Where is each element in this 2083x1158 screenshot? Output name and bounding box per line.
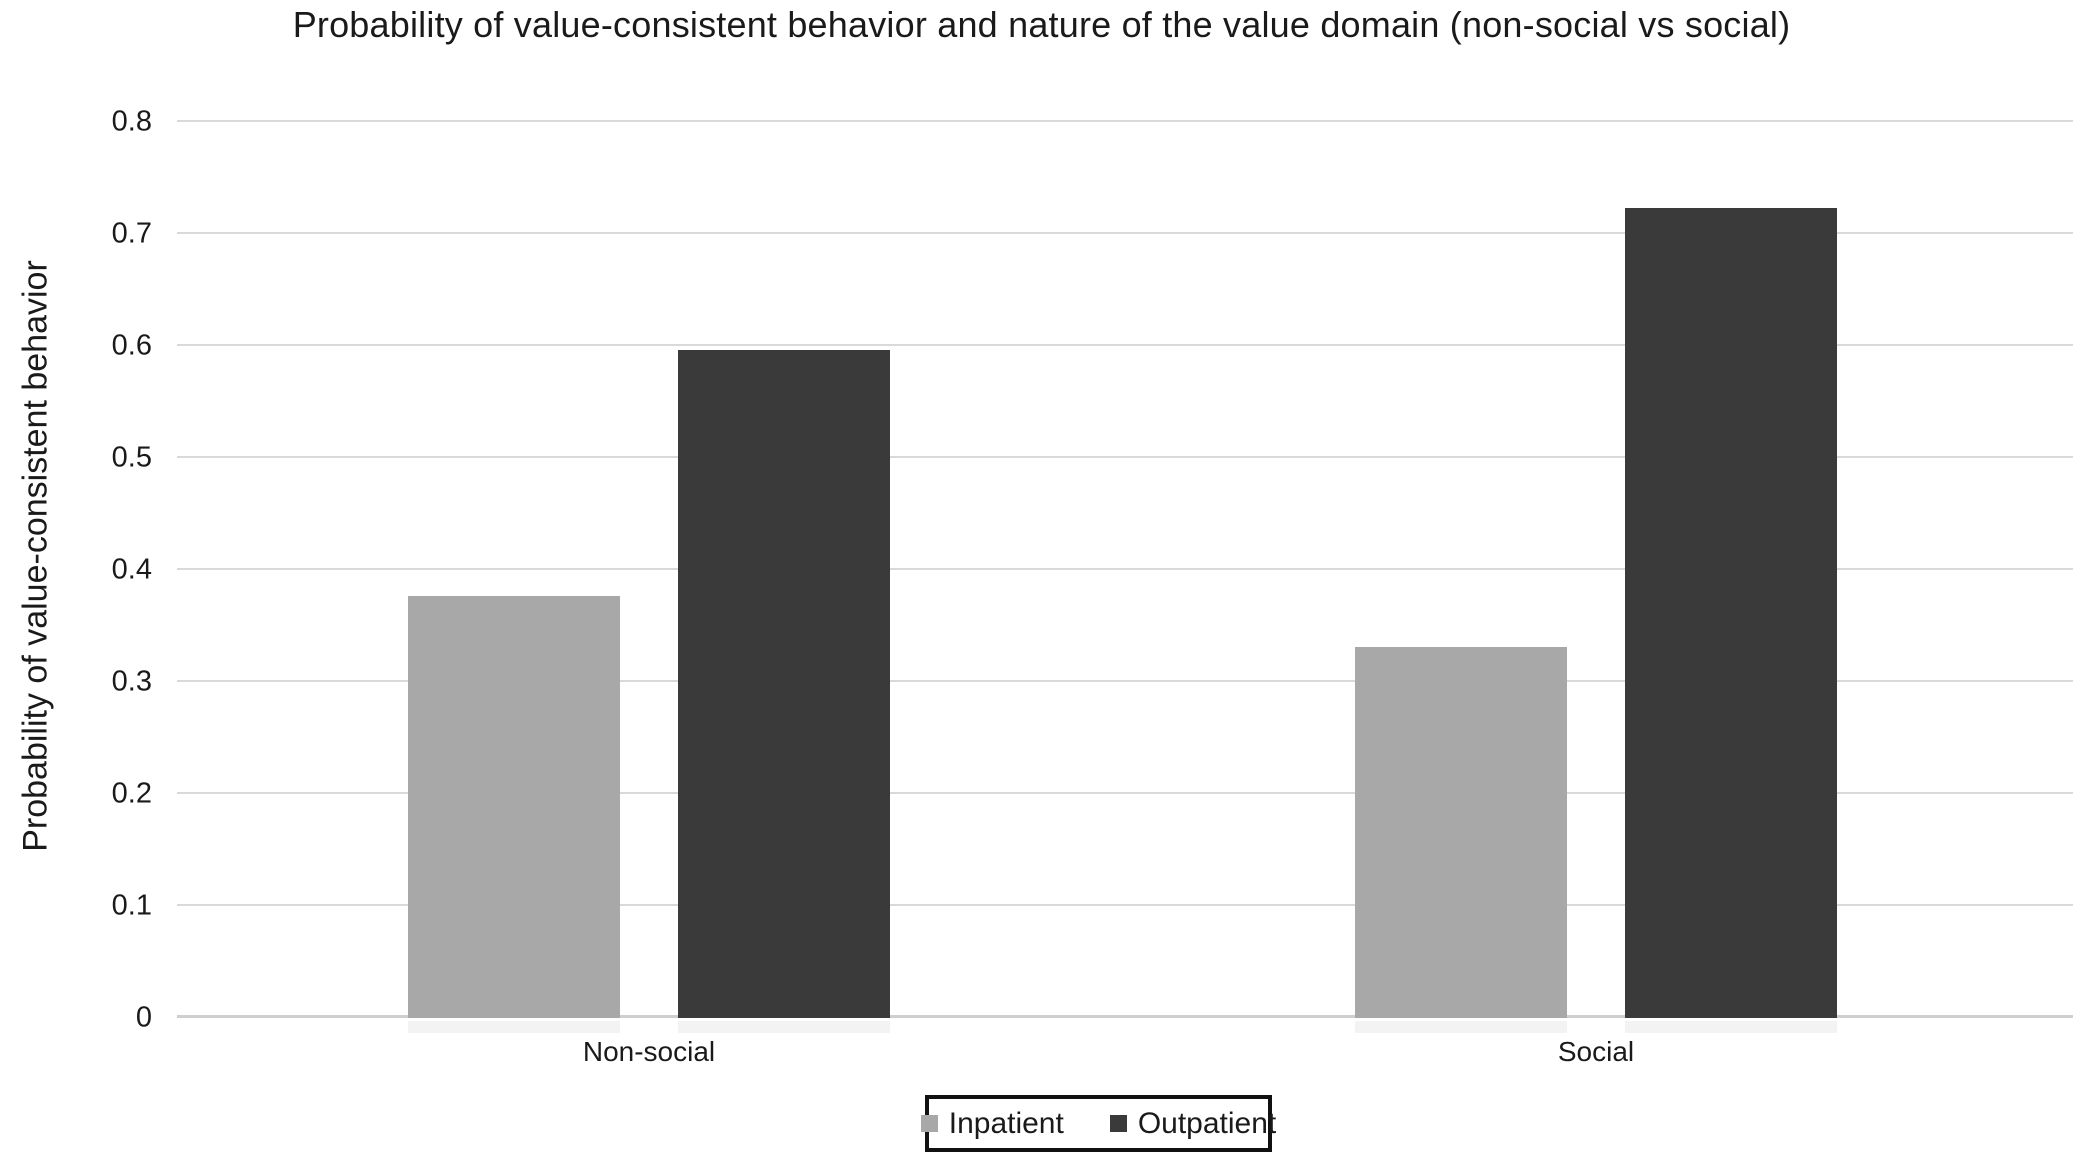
y-tick-label: 0.7 <box>111 217 152 250</box>
gridline <box>177 344 2073 346</box>
y-tick-label: 0.4 <box>111 553 152 586</box>
gridline <box>177 680 2073 682</box>
x-axis-baseline <box>177 1015 2073 1018</box>
y-tick-label: 0.3 <box>111 665 152 698</box>
chart-title: Probability of value-consistent behavior… <box>292 4 1791 45</box>
bar-shadow <box>1355 1021 1567 1033</box>
bar-social-outpatient <box>1625 208 1837 1018</box>
bar-non-social-outpatient <box>678 350 890 1018</box>
legend-item-outpatient: Outpatient <box>1109 1106 1277 1140</box>
x-tick-label: Social <box>1557 1036 1635 1067</box>
bar-shadow <box>678 1021 890 1033</box>
bar-shadow <box>408 1021 620 1033</box>
legend-swatch-icon <box>920 1115 938 1132</box>
y-tick-label: 0.1 <box>111 889 152 922</box>
legend-swatch-icon <box>1109 1115 1127 1132</box>
y-tick-label: 0.5 <box>111 441 152 474</box>
gridline <box>177 568 2073 570</box>
bar-non-social-inpatient <box>408 595 620 1018</box>
legend: Inpatient Outpatient <box>920 1095 1276 1152</box>
x-tick-label: Non-social <box>582 1036 716 1067</box>
bar-shadow <box>1625 1021 1837 1033</box>
gridline <box>177 120 2073 122</box>
y-tick-label: 0 <box>135 1001 152 1034</box>
legend-item-inpatient: Inpatient <box>920 1106 1064 1140</box>
legend-label: Inpatient <box>948 1106 1064 1140</box>
gridline <box>177 792 2073 794</box>
y-tick-label: 0.6 <box>111 329 152 362</box>
legend-label: Outpatient <box>1137 1106 1277 1140</box>
gridline <box>177 904 2073 906</box>
gridline <box>177 232 2073 234</box>
bar-social-inpatient <box>1355 647 1567 1018</box>
plot-area <box>177 120 2073 1033</box>
y-tick-label: 0.2 <box>111 777 152 810</box>
gridline <box>177 456 2073 458</box>
y-tick-label: 0.8 <box>111 105 152 138</box>
